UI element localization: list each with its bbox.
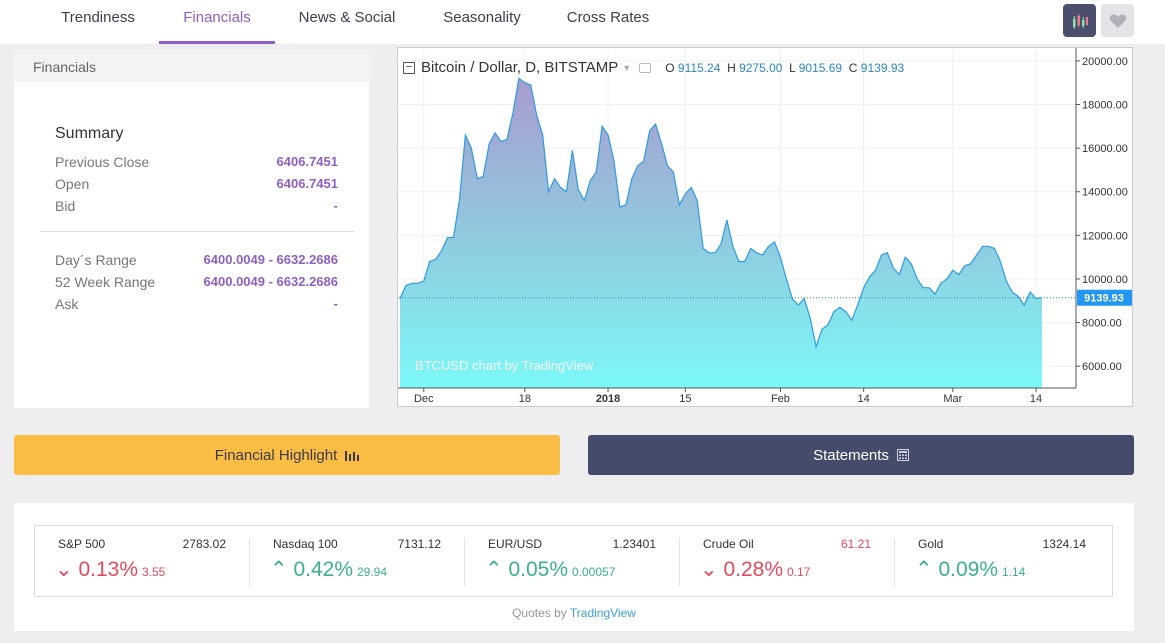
x-tick-label: 18 <box>519 393 531 405</box>
summary-title: Summary <box>55 125 124 142</box>
financials-card: Financials Summary Previous Close 6406.74… <box>14 50 369 408</box>
y-tick-label: 16000.00 <box>1082 143 1128 155</box>
x-tick-label: 2018 <box>596 393 620 405</box>
row-days-range: Day´s Range 6400.0049 - 6632.2686 <box>55 252 338 268</box>
financials-header: Financials <box>14 50 369 82</box>
quote-price: 7131.12 <box>397 537 441 551</box>
y-tick-label: 8000.00 <box>1082 318 1122 330</box>
quote-price: 1.23401 <box>612 537 656 551</box>
chart-symbol[interactable]: Bitcoin / Dollar, D, BITSTAMP <box>421 59 619 76</box>
chart-watermark: BTCUSD chart by TradingView <box>415 358 594 373</box>
quote-change: ⌄ 0.13% 3.55 <box>55 558 166 581</box>
chevron-up-icon: ⌃ <box>270 558 288 581</box>
quotes-ticker: S&P 500 2783.02 ⌄ 0.13% 3.55 Nasdaq 100 7… <box>34 525 1113 597</box>
y-tick-label: 12000.00 <box>1082 230 1128 242</box>
quote-nasdaq100[interactable]: Nasdaq 100 7131.12 ⌃ 0.42% 29.94 <box>250 526 465 596</box>
tab-trendiness[interactable]: Trendiness <box>61 9 135 26</box>
x-tick-label: Mar <box>943 393 962 405</box>
tab-seasonality[interactable]: Seasonality <box>443 9 521 26</box>
x-tick-label: 14 <box>1030 393 1042 405</box>
divider <box>40 231 354 232</box>
quote-eurusd[interactable]: EUR/USD 1.23401 ⌃ 0.05% 0.00057 <box>465 526 680 596</box>
quotes-card: S&P 500 2783.02 ⌄ 0.13% 3.55 Nasdaq 100 7… <box>14 503 1134 631</box>
chart-view-button[interactable] <box>1063 4 1096 37</box>
last-price-badge <box>1077 289 1132 306</box>
quote-name: Nasdaq 100 <box>273 537 338 551</box>
quote-name: S&P 500 <box>58 537 106 551</box>
row-bid: Bid - <box>55 198 338 214</box>
y-tick-label: 14000.00 <box>1082 187 1128 199</box>
row-ask: Ask - <box>55 296 338 312</box>
chart-canvas[interactable]: 20000.00 18000.00 16000.00 14000.00 12000.00… <box>398 48 1132 406</box>
candlestick-chart-icon <box>1072 13 1088 29</box>
quote-gold[interactable]: Gold 1324.14 ⌃ 0.09% 1.14 <box>895 526 1110 596</box>
calculator-icon <box>896 449 909 461</box>
quote-change: ⌄ 0.28% 0.17 <box>700 558 811 581</box>
chevron-down-icon: ⌄ <box>700 558 718 581</box>
tab-financials[interactable]: Financials <box>159 0 275 44</box>
chart-legend: − Bitcoin / Dollar, D, BITSTAMP ▼ O 9115… <box>403 59 904 76</box>
price-line <box>399 77 1043 349</box>
y-tick-label: 6000.00 <box>1082 361 1122 373</box>
quote-change: ⌃ 0.42% 29.94 <box>270 558 388 581</box>
quote-name: Gold <box>918 537 944 551</box>
x-tick-label: Dec <box>414 393 434 405</box>
last-price-label: 9139.93 <box>1084 293 1124 305</box>
chevron-up-icon: ⌃ <box>485 558 503 581</box>
quote-price: 2783.02 <box>182 537 226 551</box>
chevron-up-icon: ⌃ <box>915 558 933 581</box>
row-52-week-range: 52 Week Range 6400.0049 - 6632.2686 <box>55 274 338 290</box>
y-tick-label: 10000.00 <box>1082 274 1128 286</box>
financial-highlight-button[interactable]: Financial Highlight <box>14 435 560 475</box>
top-nav: Trendiness Financials News & Social Seas… <box>0 0 1165 44</box>
quotes-credit: Quotes by TradingView <box>512 606 636 620</box>
quote-price: 61.21 <box>840 537 871 551</box>
statements-label: Statements <box>813 446 889 464</box>
row-open: Open 6406.7451 <box>55 176 338 192</box>
quote-change: ⌃ 0.05% 0.00057 <box>485 558 616 581</box>
collapse-icon[interactable]: − <box>403 61 415 74</box>
quote-name: Crude Oil <box>703 537 754 551</box>
quote-name: EUR/USD <box>488 537 543 551</box>
financial-highlight-label: Financial Highlight <box>214 446 338 464</box>
quote-price: 1324.14 <box>1042 537 1086 551</box>
row-previous-close: Previous Close 6406.7451 <box>55 154 338 170</box>
x-tick-label: 15 <box>679 393 691 405</box>
tradingview-link[interactable]: TradingView <box>569 606 636 620</box>
favorite-button[interactable] <box>1101 4 1134 37</box>
quote-crude-oil[interactable]: Crude Oil 61.21 ⌄ 0.28% 0.17 <box>680 526 895 596</box>
bar-chart-icon <box>345 451 360 461</box>
y-tick-label: 20000.00 <box>1082 56 1128 68</box>
price-area <box>400 78 1042 389</box>
tab-cross-rates[interactable]: Cross Rates <box>566 9 650 26</box>
quote-change: ⌃ 0.09% 1.14 <box>915 558 1026 581</box>
price-chart[interactable]: 20000.00 18000.00 16000.00 14000.00 12000.00… <box>397 47 1133 407</box>
tab-news-social[interactable]: News & Social <box>298 9 396 26</box>
y-tick-label: 18000.00 <box>1082 100 1128 112</box>
x-tick-label: 14 <box>858 393 870 405</box>
heart-icon <box>1109 13 1126 28</box>
x-tick-label: Feb <box>771 393 790 405</box>
statements-button[interactable]: Statements <box>588 435 1134 475</box>
eye-icon[interactable] <box>639 62 652 73</box>
chevron-down-icon[interactable]: ▼ <box>622 62 632 73</box>
chevron-down-icon: ⌄ <box>55 558 73 581</box>
ohlc-values: O 9115.24 H 9275.00 L 9015.69 C 9139.93 <box>665 60 905 75</box>
quote-sp500[interactable]: S&P 500 2783.02 ⌄ 0.13% 3.55 <box>35 526 250 596</box>
